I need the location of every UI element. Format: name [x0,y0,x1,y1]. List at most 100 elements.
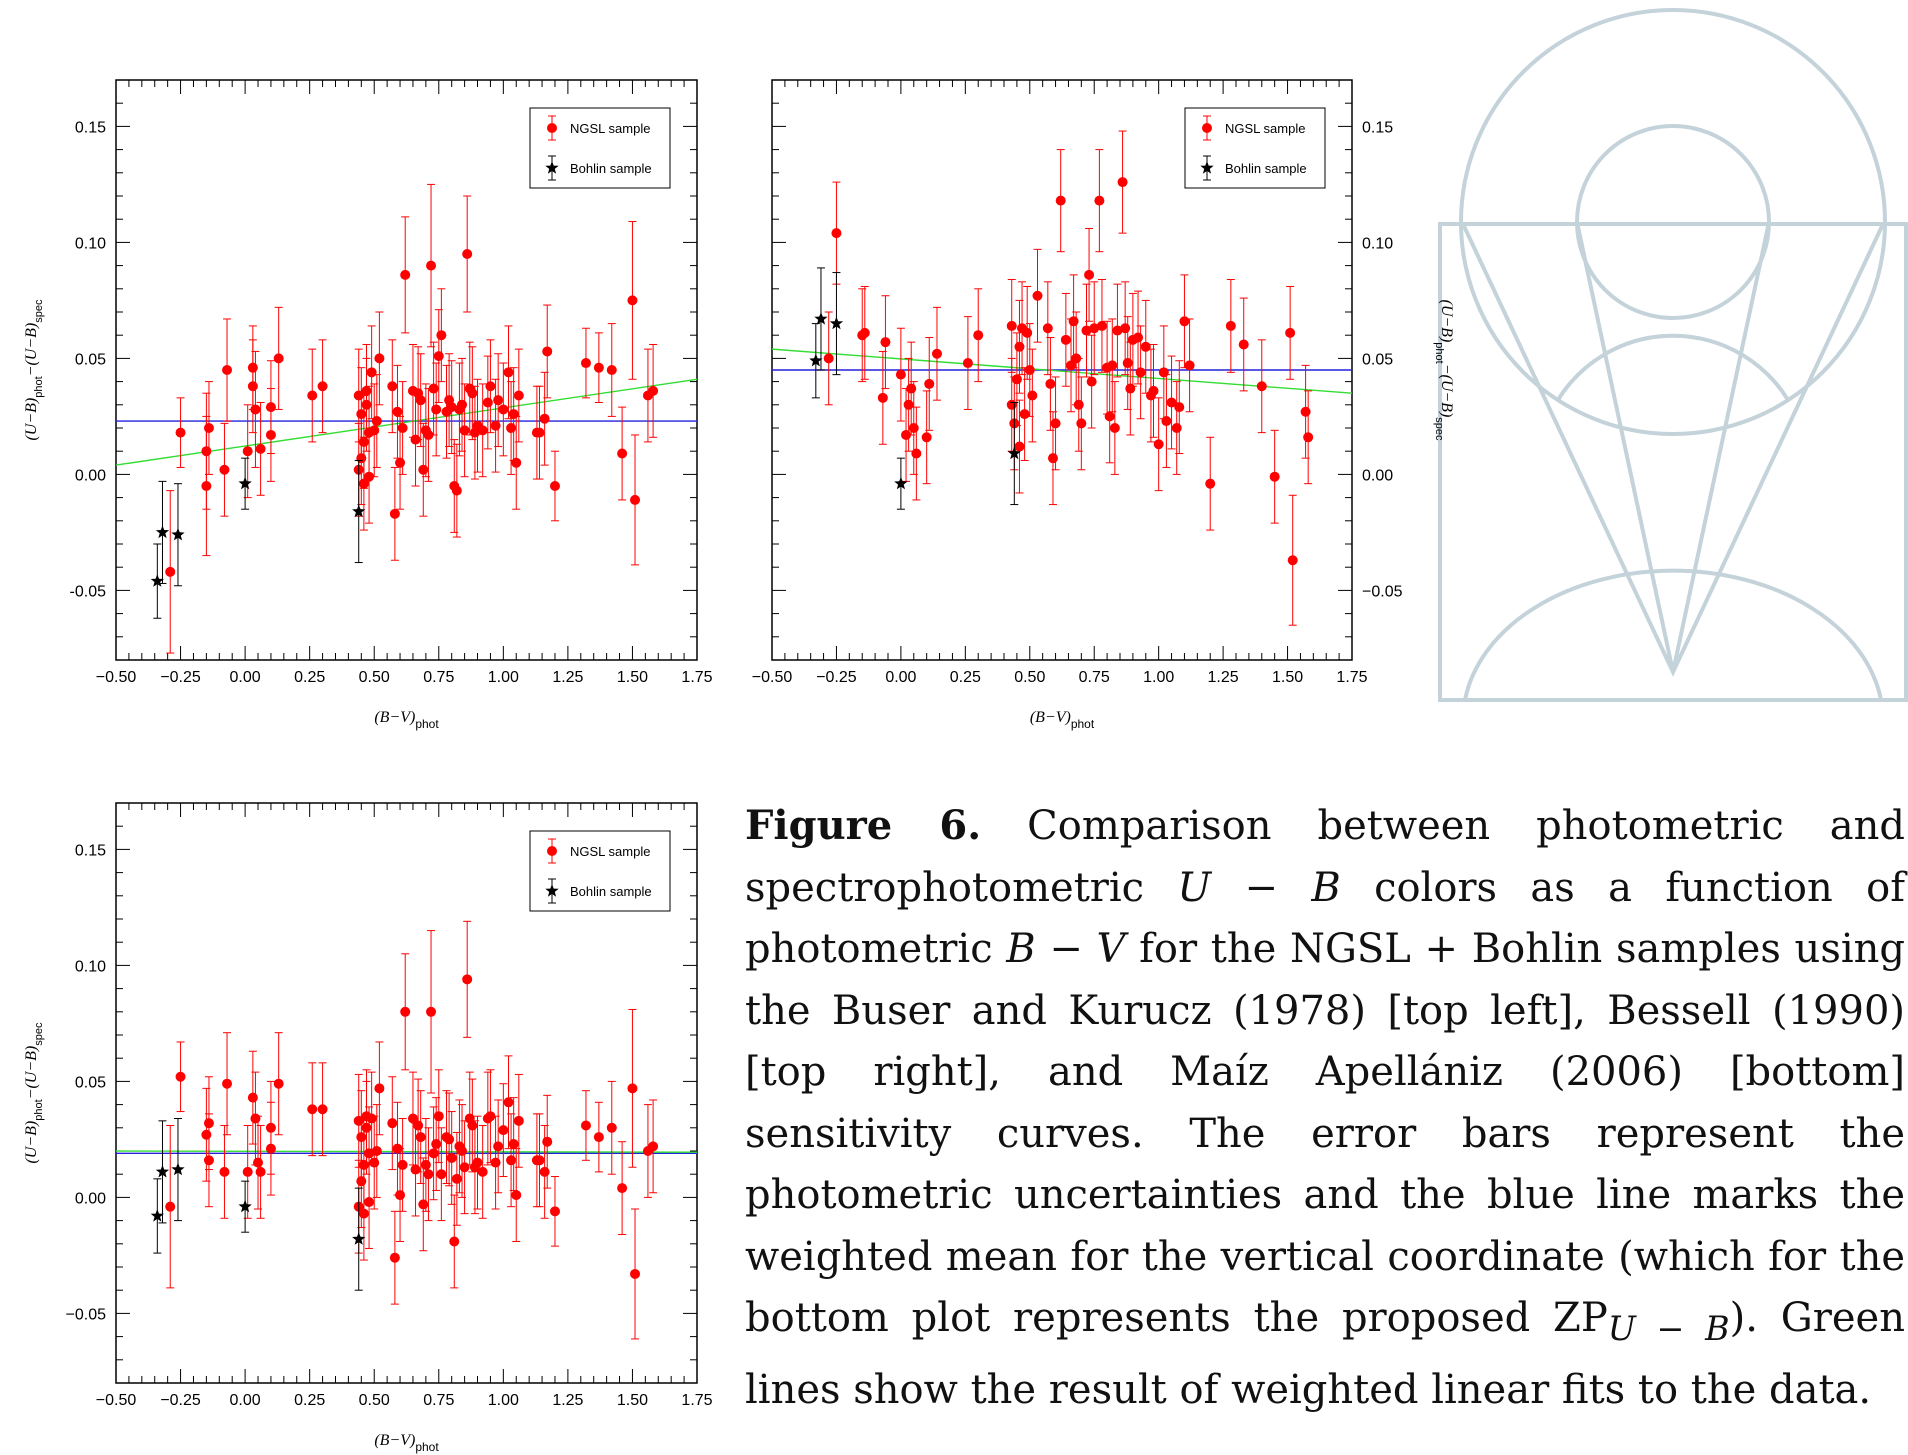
ngsl-point [1256,381,1267,392]
ngsl-point [1060,334,1071,345]
legend-ngsl-marker [547,123,557,133]
caption-ub: U − B [1177,864,1341,911]
ngsl-point [513,390,524,401]
ngsl-point [242,446,253,457]
bohlin-point [1007,446,1021,460]
x-tick-label: −0.50 [96,669,137,686]
x-tick-label: 1.75 [681,669,712,686]
x-tick-label: −0.25 [160,1392,201,1409]
y-axis-label: (U−B)phot−(U−B)spec [1433,299,1455,441]
ngsl-point [1014,441,1025,452]
ngsl-point [1024,365,1035,375]
plot-frame [115,802,698,1384]
legend-bohlin-marker [545,884,559,897]
y-tick-label: 0.00 [75,1190,106,1207]
ngsl-point [449,1236,460,1247]
ngsl-point [493,395,504,406]
ngsl-point [423,429,434,440]
ngsl-point [374,353,385,364]
ngsl-point [506,423,517,433]
ngsl-point [1158,367,1169,378]
x-tick-label: 0.25 [950,669,981,686]
ngsl-point [931,348,942,359]
x-axis-label-main: (B−V) [374,1432,415,1449]
ngsl-point [1022,327,1033,338]
ngsl-point [431,404,442,415]
caption-label: Figure 6. [745,802,982,849]
ngsl-point [1047,453,1058,464]
ngsl-point [1184,360,1195,371]
ngsl-point [307,1104,318,1115]
legend-ngsl-marker [547,846,557,856]
ngsl-point [426,1006,437,1017]
caption-zp-sub: U − B [1608,1309,1730,1348]
legend-label: NGSL sample [570,121,650,136]
y-label-sub2: spec [33,299,45,323]
ngsl-point [366,1113,377,1124]
bohlin-point [829,316,844,330]
ngsl-point [423,1169,434,1180]
plot-frame [115,79,698,661]
ngsl-point [397,1159,408,1170]
ngsl-point [542,346,553,357]
ngsl-point [307,390,318,401]
ngsl-point [627,295,638,306]
y-tick-label: 0.10 [1362,235,1393,252]
ngsl-point [908,423,919,433]
ngsl-point [895,369,906,380]
ngsl-point [511,1190,522,1201]
ngsl-point [1019,409,1030,420]
ngsl-point [165,566,176,577]
caption-text-a: Comparison between photometric and spect… [745,803,1905,911]
ngsl-point [477,1166,488,1177]
x-tick-label: −0.50 [96,1392,137,1409]
ngsl-point [374,1083,385,1094]
x-tick-label: 1.00 [488,669,519,686]
ngsl-point [498,404,509,415]
ngsl-point [498,1125,509,1136]
ngsl-point [467,388,478,399]
ngsl-point [493,1141,504,1152]
ngsl-point [485,381,496,392]
ngsl-point [606,365,617,375]
ngsl-point [490,1157,501,1168]
ngsl-point [250,1113,261,1124]
ngsl-point [503,1097,514,1108]
ngsl-point [201,481,212,491]
legend-label: Bohlin sample [570,161,652,176]
ngsl-point [859,327,870,338]
ngsl-point [369,425,380,436]
ngsl-point [467,1120,478,1131]
ngsl-point [606,1122,617,1133]
ngsl-point [1166,397,1177,408]
ngsl-point [356,1176,367,1187]
ngsl-point [973,330,984,341]
ngsl-point [387,1118,398,1129]
ngsl-point [1094,195,1105,206]
ngsl-point [1089,323,1100,334]
ngsl-point [265,1143,276,1154]
ngsl-point [426,260,437,271]
ngsl-point [219,464,230,475]
ngsl-point [1205,478,1216,489]
ngsl-point [1174,402,1185,413]
ngsl-point [444,1134,455,1145]
y-tick-label: 0.10 [75,958,106,975]
ngsl-point [273,1078,284,1089]
y-label-sub2: spec [33,1022,45,1046]
y-label-part: (U−B) [23,398,40,441]
ngsl-point [1125,383,1136,394]
bohlin-point [171,527,185,541]
y-label-sub2: spec [1433,417,1445,441]
x-tick-label: 0.50 [359,669,390,686]
ngsl-point [630,1268,641,1279]
bohlin-point [150,574,164,587]
ngsl-point [477,425,488,436]
x-tick-label: −0.25 [160,669,201,686]
ngsl-point [1011,374,1022,385]
ngsl-point [356,453,367,464]
ngsl-point [462,249,473,259]
x-axis-label: (B−V)phot [374,709,439,731]
ngsl-point [1153,439,1164,450]
